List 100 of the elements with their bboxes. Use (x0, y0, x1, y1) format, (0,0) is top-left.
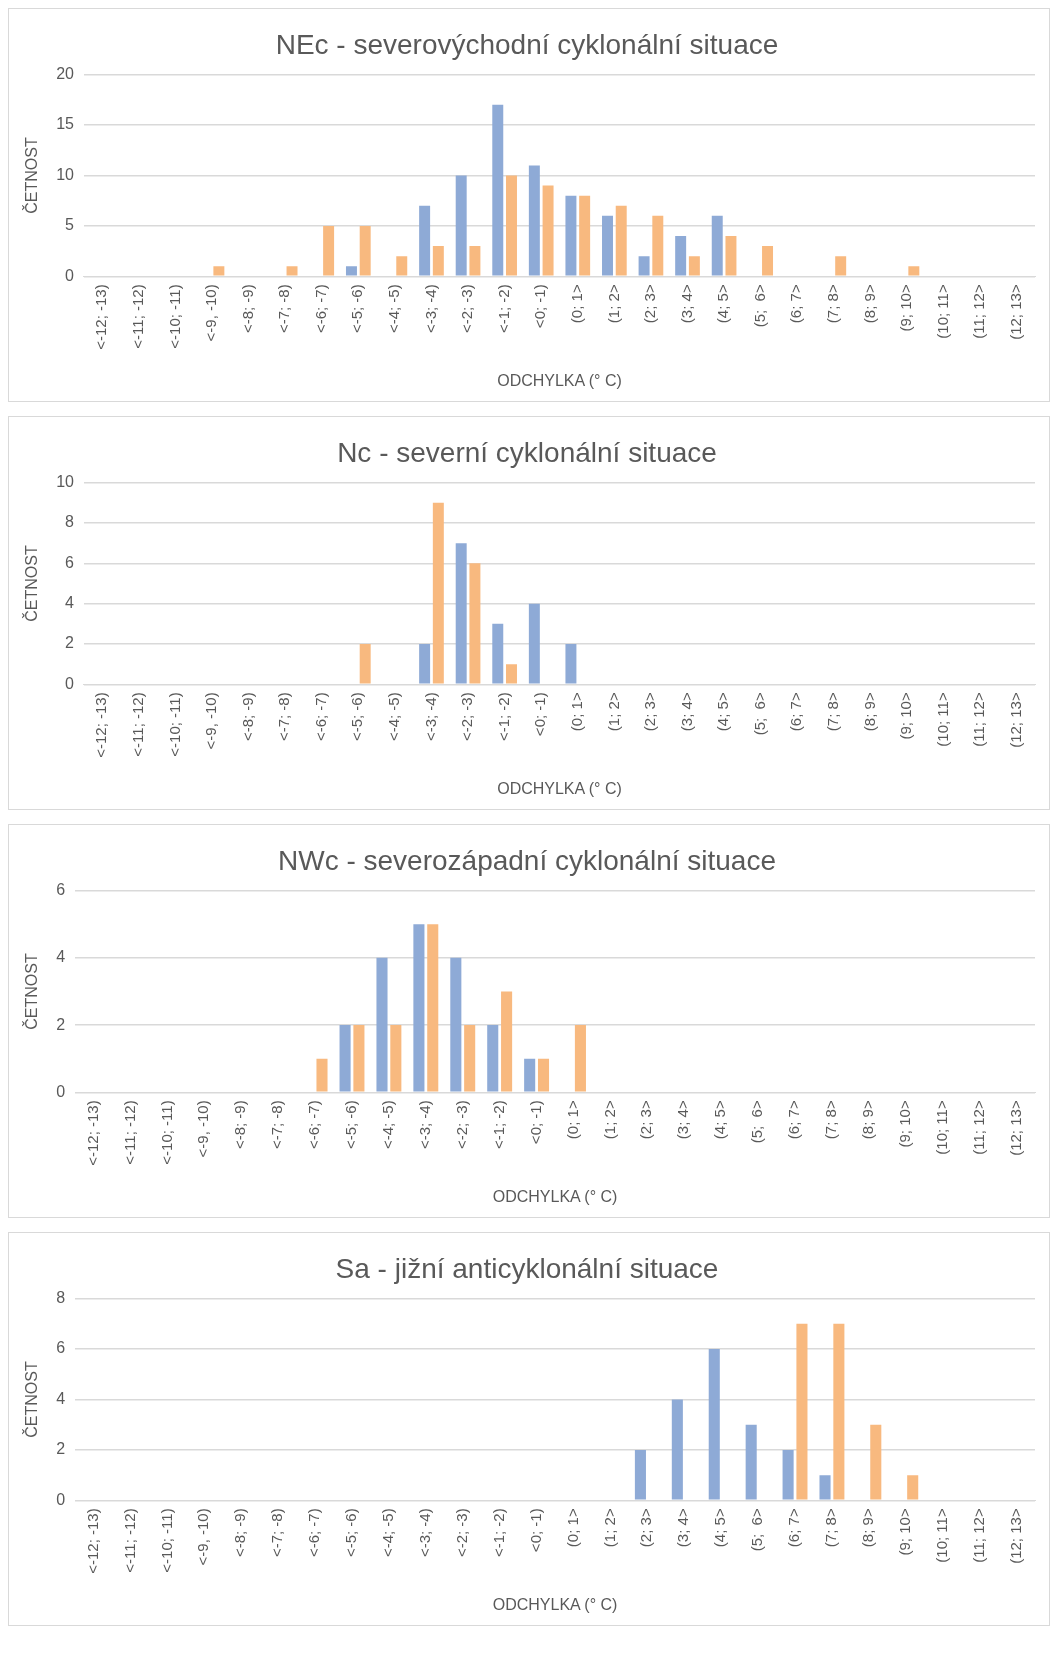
bar (638, 256, 650, 276)
y-tick-label: 4 (56, 1389, 66, 1407)
x-tick-label: <-6; -7) (305, 1508, 323, 1558)
bar (427, 924, 439, 1092)
bar (359, 225, 371, 276)
bar (353, 1025, 365, 1092)
y-tick-label: 0 (65, 266, 75, 284)
x-tick-label: (11; 12> (970, 692, 988, 747)
x-tick-label: <-3; -4) (415, 1508, 433, 1558)
bar (565, 644, 577, 684)
x-tick-label: <-12; -13) (92, 284, 110, 350)
x-tick-label: (12; 13> (1006, 284, 1024, 340)
x-tick-label: <-1; -2) (489, 1508, 507, 1558)
bar (455, 175, 467, 276)
x-tick-label: <-8; -9) (231, 1100, 249, 1150)
x-tick-label: (5; 6> (750, 692, 768, 736)
x-tick-label: (2; 3> (637, 1508, 655, 1548)
bar (376, 957, 388, 1092)
x-tick-label: (3; 4> (674, 1508, 692, 1548)
bar (819, 1475, 831, 1500)
x-tick-label: (9; 10> (897, 284, 915, 332)
x-tick-label: <-12; -13) (83, 1100, 101, 1166)
x-tick-label: <-5; -6) (348, 692, 366, 742)
x-tick-label: (10; 11> (933, 692, 951, 747)
bar (506, 175, 517, 276)
bar (469, 246, 481, 276)
y-tick-label: 6 (65, 553, 75, 571)
x-tick-label: <-12; -13) (92, 692, 110, 758)
x-tick-label: <0; -1) (526, 1100, 544, 1145)
x-tick-label: <-6; -7) (311, 692, 329, 742)
y-tick-label: 0 (56, 1490, 66, 1508)
y-tick-label: 0 (65, 674, 75, 692)
x-tick-label: <-5; -6) (342, 1508, 360, 1558)
bar (671, 1399, 683, 1500)
x-axis-title: ODCHYLKA (° C) (492, 1595, 618, 1613)
y-axis-title: ČETNOST (22, 953, 41, 1030)
bar (213, 266, 225, 276)
bar (833, 1323, 845, 1500)
bar (602, 215, 613, 276)
x-tick-label: <-5; -6) (342, 1100, 360, 1150)
x-tick-label: <-12; -13) (83, 1508, 101, 1574)
x-tick-label: <-2; -3) (458, 692, 476, 742)
x-tick-label: (4; 5> (711, 1100, 729, 1140)
x-tick-label: (1; 2> (604, 284, 622, 324)
x-tick-label: (7; 8> (823, 284, 841, 324)
x-tick-label: (4; 5> (714, 284, 732, 324)
bar (345, 266, 357, 276)
y-tick-label: 15 (56, 115, 75, 133)
x-tick-label: (12; 13> (1006, 1100, 1024, 1156)
x-tick-label: <0; -1) (531, 692, 549, 737)
bar (323, 225, 335, 276)
x-tick-label: <-5; -6) (348, 284, 366, 334)
bar (432, 502, 444, 684)
x-tick-label: <-2; -3) (458, 284, 476, 334)
x-tick-label: (0; 1> (567, 692, 585, 732)
x-tick-label: <-8; -9) (238, 692, 256, 742)
x-tick-label: (8; 9> (859, 1508, 876, 1548)
x-tick-label: <-3; -4) (421, 284, 439, 334)
x-tick-label: <-10; -11) (165, 284, 183, 349)
y-tick-label: 6 (56, 881, 66, 899)
x-tick-label: <0; -1) (531, 284, 549, 329)
y-tick-label: 2 (65, 634, 75, 652)
bar (455, 543, 467, 684)
bar (419, 644, 431, 684)
bar (835, 256, 847, 276)
x-tick-label: (3; 4> (674, 1100, 692, 1140)
x-tick-label: <-9, -10) (202, 692, 220, 750)
y-tick-label: 5 (65, 216, 75, 234)
x-tick-label: (3; 4> (677, 692, 695, 732)
bar (396, 256, 408, 276)
x-tick-label: <-7; -8) (275, 692, 293, 742)
x-tick-label: (5; 6> (750, 284, 768, 328)
y-tick-label: 2 (56, 1440, 66, 1458)
x-tick-label: <-3; -4) (415, 1100, 433, 1150)
x-tick-label: <-1; -2) (494, 692, 512, 742)
bar (524, 1058, 536, 1092)
x-tick-label: (8; 9> (859, 1100, 876, 1140)
chart-title: NEc - severovýchodní cyklonální situace (275, 28, 779, 60)
bar (316, 1058, 328, 1092)
bar (464, 1025, 476, 1092)
bar (501, 991, 513, 1092)
bar (870, 1424, 882, 1500)
bar (745, 1424, 757, 1500)
chart-title: Sa - jižní anticyklonální situace (335, 1252, 719, 1284)
x-tick-label: (12; 13> (1006, 692, 1024, 748)
chart-title: NWc - severozápadní cyklonální situace (278, 844, 776, 876)
y-tick-label: 10 (56, 473, 75, 491)
bar (579, 195, 591, 276)
x-tick-label: <-7; -8) (268, 1508, 286, 1558)
x-tick-label: <-11; -12) (129, 284, 146, 349)
y-tick-label: 10 (56, 165, 75, 183)
bar (652, 215, 664, 276)
x-tick-label: (8; 9> (860, 692, 878, 732)
bar (615, 205, 627, 276)
bar (469, 563, 481, 684)
bar (492, 623, 504, 684)
x-tick-label: (1; 2> (600, 1508, 618, 1548)
bar (390, 1025, 402, 1092)
bar (908, 266, 920, 276)
bar (634, 1449, 646, 1500)
